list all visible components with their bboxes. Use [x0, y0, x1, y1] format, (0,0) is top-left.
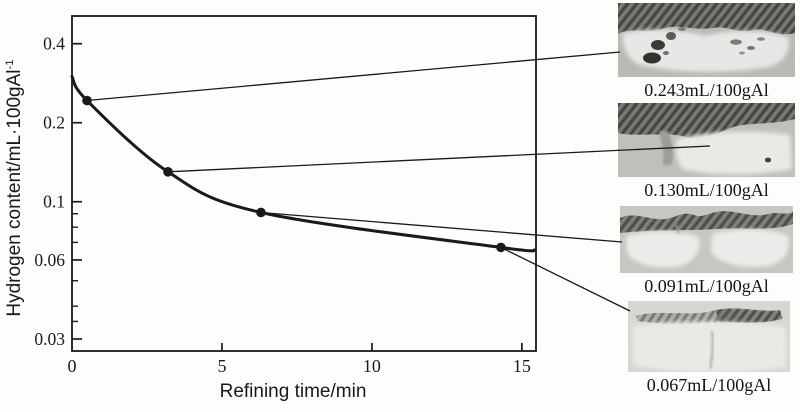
x-tick-label: 5 [217, 356, 226, 376]
inset-3-caption: 0.091mL/100gAl [644, 276, 769, 296]
x-tick-label: 10 [363, 356, 381, 376]
inset-1-caption: 0.243mL/100gAl [644, 80, 769, 100]
micrograph-4-image [628, 301, 790, 372]
hydrogen-content-curve [70, 75, 537, 253]
y-axis-title-exponent: -1 [3, 59, 16, 70]
inset-micrograph-4: 0.067mL/100gAl [628, 301, 790, 396]
y-axis-title-text: Hydrogen content/mL·100gAl [4, 69, 26, 317]
inset-micrograph-1: 0.243mL/100gAl [618, 3, 795, 101]
data-point-2 [163, 167, 173, 177]
y-tick-label: 0.1 [43, 192, 65, 212]
photo-grain [618, 103, 795, 177]
x-tick-label: 15 [513, 356, 531, 376]
y-tick-label: 0.4 [43, 34, 65, 54]
photo-grain [618, 3, 795, 77]
inset-2-caption: 0.130mL/100gAl [644, 180, 769, 200]
data-point-4 [496, 242, 506, 253]
inset-micrograph-3: 0.091mL/100gAl [620, 206, 793, 297]
photo-grain [620, 206, 793, 273]
leader-line-to-inset-1 [86, 51, 621, 102]
data-point-1 [82, 95, 92, 106]
axes-box [71, 15, 537, 352]
micrograph-2-image [618, 103, 795, 177]
micrograph-3-image [620, 206, 793, 273]
photo-grain [628, 301, 790, 372]
y-tick-label: 0.06 [34, 250, 65, 270]
inset-micrograph-2: 0.130mL/100gAl [618, 103, 795, 201]
y-axis-title: Hydrogen content/mL·100gAl-1 [4, 59, 26, 316]
leader-line-to-inset-4 [500, 246, 631, 312]
micrograph-1-image [618, 3, 795, 77]
leader-line-to-inset-3 [260, 211, 623, 243]
x-tick-label: 0 [68, 356, 77, 376]
data-point-3 [256, 207, 266, 218]
y-tick-label: 0.03 [34, 329, 65, 349]
x-axis-title: Refining time/min [219, 381, 367, 402]
inset-4-caption: 0.067mL/100gAl [646, 375, 772, 395]
y-tick-label: 0.2 [43, 113, 65, 133]
